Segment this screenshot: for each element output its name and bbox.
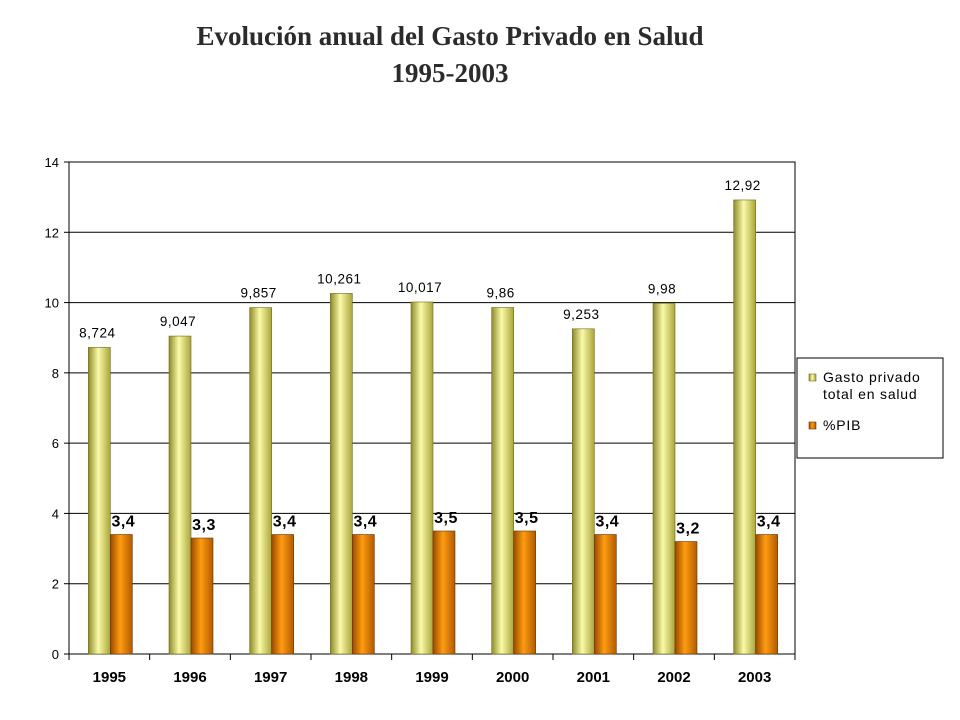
legend-swatch-pib	[808, 421, 817, 430]
gasto-data-label: 9,86	[487, 285, 515, 300]
pib-bar	[594, 534, 617, 655]
pib-bar	[755, 534, 778, 655]
y-tick-label: 14	[45, 155, 59, 170]
x-tick-label: 1996	[173, 669, 206, 686]
pib-data-label: 3,4	[353, 514, 377, 531]
pib-data-label: 3,5	[434, 510, 458, 527]
gasto-bar	[410, 301, 434, 655]
pib-data-label: 3,4	[111, 514, 135, 531]
gasto-bar	[168, 335, 192, 655]
gasto-data-label: 9,98	[648, 281, 676, 296]
gasto-data-label: 10,017	[398, 280, 442, 295]
gasto-data-label: 12,92	[725, 178, 761, 193]
gasto-data-label: 8,724	[79, 325, 115, 340]
pib-data-label: 3,4	[273, 514, 297, 531]
gasto-bar	[330, 293, 353, 655]
pib-data-label: 3,2	[676, 521, 700, 538]
legend-label-gasto-line2: total en salud	[823, 386, 917, 402]
legend-swatch-gasto	[808, 373, 817, 382]
pib-bar	[271, 534, 294, 655]
gasto-data-label: 9,253	[563, 307, 599, 322]
legend-box	[796, 357, 944, 459]
pib-bar	[513, 530, 536, 655]
chart-title-line1: Evolución anual del Gasto Privado en Sal…	[196, 21, 704, 51]
y-tick-label: 12	[45, 225, 59, 240]
x-tick-label: 1995	[93, 669, 126, 686]
gasto-bar	[733, 199, 756, 655]
gasto-data-label: 10,261	[317, 271, 361, 286]
gasto-bar	[491, 307, 514, 655]
chart-title-line2: 1995-2003	[391, 58, 509, 88]
y-tick-label: 6	[52, 436, 59, 451]
legend-label-gasto-line1: Gasto privado	[823, 369, 921, 385]
pib-bar	[110, 534, 133, 655]
gasto-bar	[249, 307, 272, 655]
gasto-data-label: 9,857	[241, 286, 277, 301]
x-tick-label: 2002	[657, 669, 690, 686]
legend-label-pib: %PIB	[823, 417, 861, 433]
pib-bar	[190, 537, 214, 655]
gasto-bar	[88, 347, 111, 655]
x-tick-label: 1998	[335, 669, 368, 686]
pib-bar	[674, 541, 698, 655]
x-tick-label: 2001	[577, 669, 610, 686]
y-tick-label: 2	[52, 577, 59, 592]
x-tick-label: 1997	[254, 669, 287, 686]
chart-title: Evolución anual del Gasto Privado en Sal…	[0, 18, 900, 92]
gasto-bar	[572, 328, 595, 655]
pib-data-label: 3,3	[192, 517, 216, 534]
pib-data-label: 3,4	[757, 514, 781, 531]
gasto-bar	[652, 302, 676, 655]
x-tick-label: 2000	[496, 669, 529, 686]
y-tick-label: 4	[52, 506, 59, 521]
pib-data-label: 3,5	[515, 510, 539, 527]
gasto-data-label: 9,047	[160, 314, 196, 329]
y-tick-label: 8	[52, 366, 59, 381]
y-tick-label: 10	[45, 296, 59, 311]
x-tick-label: 2003	[738, 669, 771, 686]
y-tick-label: 0	[52, 647, 59, 662]
pib-data-label: 3,4	[595, 514, 619, 531]
pib-bar	[432, 530, 456, 655]
x-tick-label: 1999	[415, 669, 448, 686]
pib-bar	[352, 534, 375, 655]
